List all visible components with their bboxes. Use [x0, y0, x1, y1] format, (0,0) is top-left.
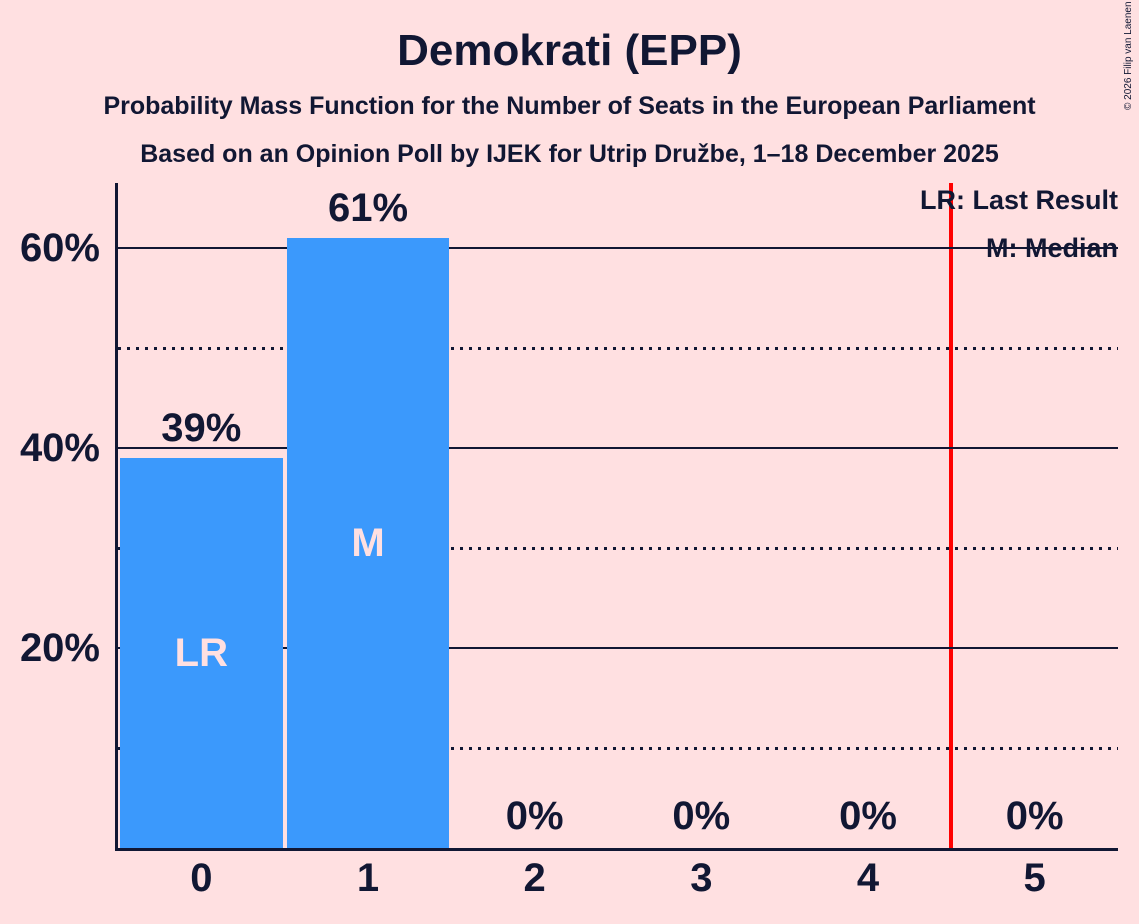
gridline-solid-40pct: [118, 447, 1118, 449]
legend-last-result: LR: Last Result: [919, 185, 1118, 215]
chart-subtitle-line2: Based on an Opinion Poll by IJEK for Utr…: [140, 140, 999, 168]
x-axis-label-5: 5: [1023, 856, 1046, 900]
x-axis-label-3: 3: [690, 856, 713, 900]
bar-value-label-1: 61%: [327, 186, 409, 230]
bar-value-label-4: 0%: [839, 794, 897, 838]
bar-seats-1: [286, 238, 450, 848]
bar-value-label-2: 0%: [505, 794, 564, 838]
bar-seats-0: [120, 458, 283, 848]
y-axis-label-40%: 40%: [19, 426, 100, 470]
gridline-dotted-10pct: [118, 747, 1118, 750]
legend-median: M: Median: [986, 233, 1118, 263]
bar-annotation-lr: LR: [174, 631, 228, 675]
gridline-solid-60pct: [118, 247, 1118, 249]
bar-value-label-3: 0%: [672, 794, 731, 838]
plot-area: 39% LR 61% M 0% 0% 0% 0%: [115, 183, 1118, 851]
gridline-dotted-30pct: [118, 547, 1118, 550]
bar-annotation-m: M: [351, 521, 385, 565]
y-axis-label-60%: 60%: [19, 226, 100, 270]
gridline-dotted-50pct: [118, 347, 1118, 350]
y-axis-label-20%: 20%: [19, 626, 100, 670]
bar-value-label-0: 39%: [161, 406, 242, 450]
x-axis-label-1: 1: [356, 856, 380, 900]
gridline-solid-20pct: [118, 647, 1118, 649]
chart-subtitle-line1: Probability Mass Function for the Number…: [103, 92, 1036, 120]
chart-title: Demokrati (EPP): [397, 26, 742, 75]
bar-value-label-5: 0%: [1005, 794, 1064, 838]
x-axis-label-2: 2: [523, 856, 546, 900]
reference-line: [949, 183, 954, 848]
copyright-notice: © 2026 Filip van Laenen: [1123, 1, 1134, 110]
x-axis-label-4: 4: [856, 856, 880, 900]
x-axis-label-0: 0: [190, 856, 213, 900]
